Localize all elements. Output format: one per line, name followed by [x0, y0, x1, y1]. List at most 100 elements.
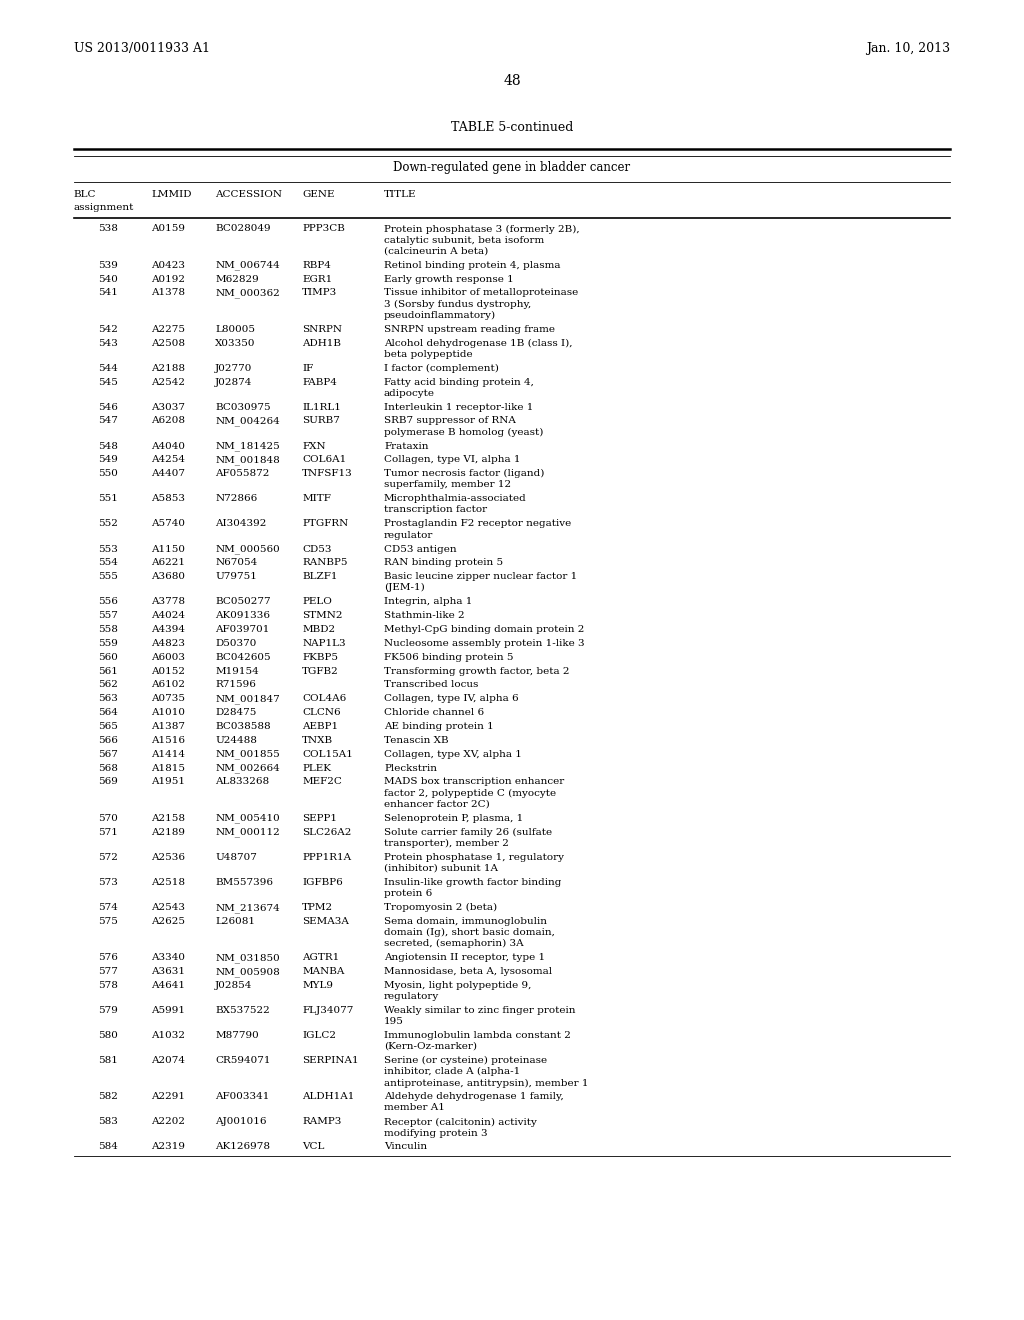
Text: J02874: J02874	[215, 378, 252, 387]
Text: A1815: A1815	[152, 763, 185, 772]
Text: BC038588: BC038588	[215, 722, 270, 731]
Text: RAMP3: RAMP3	[302, 1117, 341, 1126]
Text: BX537522: BX537522	[215, 1006, 269, 1015]
Text: SEMA3A: SEMA3A	[302, 916, 349, 925]
Text: FLJ34077: FLJ34077	[302, 1006, 353, 1015]
Text: Prostaglandin F2 receptor negative
regulator: Prostaglandin F2 receptor negative regul…	[384, 520, 571, 540]
Text: ADH1B: ADH1B	[302, 338, 341, 347]
Text: A4024: A4024	[152, 611, 185, 620]
Text: 542: 542	[98, 325, 118, 334]
Text: Tumor necrosis factor (ligand)
superfamily, member 12: Tumor necrosis factor (ligand) superfami…	[384, 470, 545, 490]
Text: FABP4: FABP4	[302, 378, 337, 387]
Text: 547: 547	[98, 417, 118, 425]
Text: I factor (complement): I factor (complement)	[384, 364, 499, 372]
Text: PTGFRN: PTGFRN	[302, 520, 348, 528]
Text: NM_000362: NM_000362	[215, 289, 280, 298]
Text: A2536: A2536	[152, 853, 185, 862]
Text: STMN2: STMN2	[302, 611, 343, 620]
Text: 584: 584	[98, 1142, 118, 1151]
Text: 540: 540	[98, 275, 118, 284]
Text: Frataxin: Frataxin	[384, 441, 428, 450]
Text: A3037: A3037	[152, 403, 185, 412]
Text: A4641: A4641	[152, 981, 185, 990]
Text: BLZF1: BLZF1	[302, 573, 338, 581]
Text: A2625: A2625	[152, 916, 185, 925]
Text: MBD2: MBD2	[302, 626, 335, 634]
Text: A5740: A5740	[152, 520, 185, 528]
Text: Transcribed locus: Transcribed locus	[384, 681, 478, 689]
Text: IF: IF	[302, 364, 313, 372]
Text: N72866: N72866	[215, 495, 257, 503]
Text: 583: 583	[98, 1117, 118, 1126]
Text: 569: 569	[98, 777, 118, 787]
Text: 551: 551	[98, 495, 118, 503]
Text: A2508: A2508	[152, 338, 185, 347]
Text: TPM2: TPM2	[302, 903, 333, 912]
Text: M87790: M87790	[215, 1031, 259, 1040]
Text: 581: 581	[98, 1056, 118, 1065]
Text: Chloride channel 6: Chloride channel 6	[384, 708, 484, 717]
Text: A1032: A1032	[152, 1031, 185, 1040]
Text: 564: 564	[98, 708, 118, 717]
Text: Tropomyosin 2 (beta): Tropomyosin 2 (beta)	[384, 903, 497, 912]
Text: Myosin, light polypeptide 9,
regulatory: Myosin, light polypeptide 9, regulatory	[384, 981, 531, 1001]
Text: NM_031850: NM_031850	[215, 953, 280, 962]
Text: Solute carrier family 26 (sulfate
transporter), member 2: Solute carrier family 26 (sulfate transp…	[384, 828, 552, 847]
Text: MADS box transcription enhancer
factor 2, polypeptide C (myocyte
enhancer factor: MADS box transcription enhancer factor 2…	[384, 777, 564, 809]
Text: 565: 565	[98, 722, 118, 731]
Text: A5991: A5991	[152, 1006, 185, 1015]
Text: A6003: A6003	[152, 653, 185, 661]
Text: US 2013/0011933 A1: US 2013/0011933 A1	[74, 42, 210, 55]
Text: NM_002664: NM_002664	[215, 763, 280, 774]
Text: AEBP1: AEBP1	[302, 722, 338, 731]
Text: A4040: A4040	[152, 441, 185, 450]
Text: CD53 antigen: CD53 antigen	[384, 545, 457, 553]
Text: IGFBP6: IGFBP6	[302, 878, 343, 887]
Text: NM_001855: NM_001855	[215, 750, 280, 759]
Text: 577: 577	[98, 966, 118, 975]
Text: Weakly similar to zinc finger protein
195: Weakly similar to zinc finger protein 19…	[384, 1006, 575, 1026]
Text: U24488: U24488	[215, 737, 257, 744]
Text: NM_001847: NM_001847	[215, 694, 280, 704]
Text: 580: 580	[98, 1031, 118, 1040]
Text: AK091336: AK091336	[215, 611, 270, 620]
Text: L80005: L80005	[215, 325, 255, 334]
Text: SEPP1: SEPP1	[302, 813, 337, 822]
Text: TGFB2: TGFB2	[302, 667, 339, 676]
Text: COL4A6: COL4A6	[302, 694, 346, 704]
Text: assignment: assignment	[74, 203, 134, 213]
Text: Transforming growth factor, beta 2: Transforming growth factor, beta 2	[384, 667, 569, 676]
Text: A4254: A4254	[152, 455, 185, 465]
Text: NM_004264: NM_004264	[215, 417, 280, 426]
Text: 552: 552	[98, 520, 118, 528]
Text: ACCESSION: ACCESSION	[215, 190, 282, 199]
Text: NM_006744: NM_006744	[215, 261, 280, 271]
Text: SERPINA1: SERPINA1	[302, 1056, 358, 1065]
Text: U79751: U79751	[215, 573, 257, 581]
Text: AF039701: AF039701	[215, 626, 269, 634]
Text: Stathmin-like 2: Stathmin-like 2	[384, 611, 465, 620]
Text: SNRPN upstream reading frame: SNRPN upstream reading frame	[384, 325, 555, 334]
Text: Early growth response 1: Early growth response 1	[384, 275, 514, 284]
Text: J02770: J02770	[215, 364, 252, 372]
Text: Alcohol dehydrogenase 1B (class I),
beta polypeptide: Alcohol dehydrogenase 1B (class I), beta…	[384, 338, 572, 359]
Text: SURB7: SURB7	[302, 417, 340, 425]
Text: Basic leucine zipper nuclear factor 1
(JEM-1): Basic leucine zipper nuclear factor 1 (J…	[384, 573, 578, 593]
Text: Interleukin 1 receptor-like 1: Interleukin 1 receptor-like 1	[384, 403, 534, 412]
Text: 556: 556	[98, 598, 118, 606]
Text: 538: 538	[98, 224, 118, 234]
Text: PPP3CB: PPP3CB	[302, 224, 345, 234]
Text: RANBP5: RANBP5	[302, 558, 347, 568]
Text: COL6A1: COL6A1	[302, 455, 346, 465]
Text: D50370: D50370	[215, 639, 256, 648]
Text: CLCN6: CLCN6	[302, 708, 341, 717]
Text: Immunoglobulin lambda constant 2
(Kern-Oz-marker): Immunoglobulin lambda constant 2 (Kern-O…	[384, 1031, 570, 1051]
Text: MANBA: MANBA	[302, 966, 344, 975]
Text: A2275: A2275	[152, 325, 185, 334]
Text: FK506 binding protein 5: FK506 binding protein 5	[384, 653, 513, 661]
Text: 563: 563	[98, 694, 118, 704]
Text: 554: 554	[98, 558, 118, 568]
Text: 571: 571	[98, 828, 118, 837]
Text: Collagen, type XV, alpha 1: Collagen, type XV, alpha 1	[384, 750, 522, 759]
Text: A1414: A1414	[152, 750, 185, 759]
